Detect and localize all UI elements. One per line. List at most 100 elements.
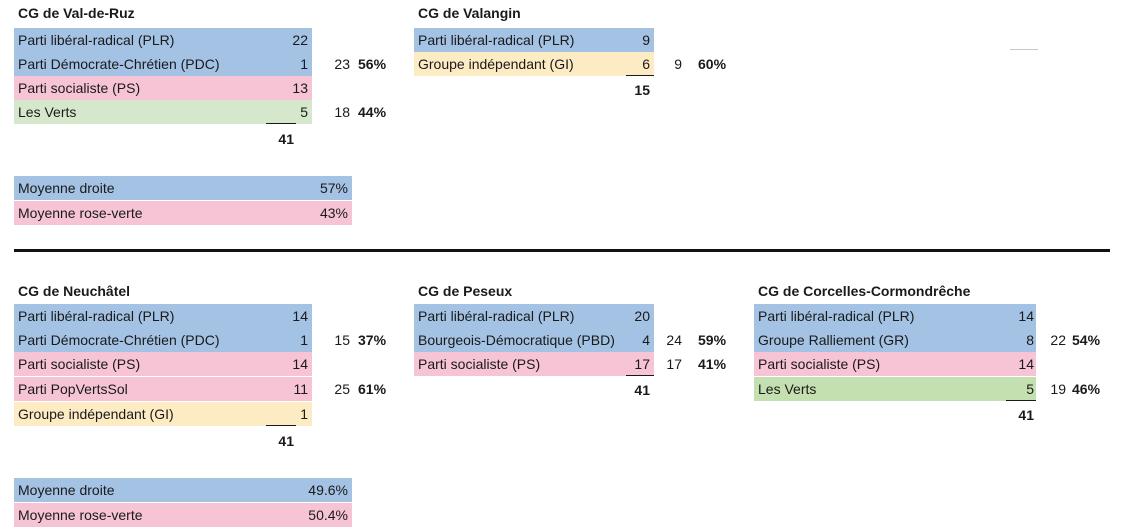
party-name: Parti socialiste (PS) [754,352,1036,376]
party-name: Parti Démocrate-Chrétien (PDC) [14,328,312,352]
seat-count: 14 [292,308,308,324]
average-right-row: Moyenne droite 57% [14,176,352,200]
party-name: Bourgeois-Démocratique (PBD) [414,328,636,352]
table-row: Parti libéral-radical (PLR) 9 [414,28,654,52]
party-name: Groupe indépendant (GI) [14,402,312,426]
group-percent: 46% [1072,381,1101,397]
group-sum: 25 [334,381,350,397]
party-name: Les Verts [754,377,1036,401]
seat-count: 22 [292,32,308,48]
sum-underline [1006,400,1036,401]
council-title: CG de Corcelles-Cormondrêche [758,283,971,299]
average-right-row: Moyenne droite 49.6% [14,478,352,502]
cell-fill [636,328,654,352]
seat-count: 5 [1026,381,1034,397]
average-right-label: Moyenne droite [18,180,115,196]
group-percent: 44% [358,104,387,120]
table-row: Parti socialiste (PS) 14 [754,352,1036,376]
group-percent: 41% [698,356,727,372]
sum-underline [266,425,296,426]
party-name: Parti libéral-radical (PLR) [14,28,312,52]
average-left-label: Moyenne rose-verte [18,205,143,221]
party-name: Parti libéral-radical (PLR) [414,304,654,328]
seat-count: 14 [292,356,308,372]
seat-count: 11 [293,381,308,397]
seat-count: 17 [634,356,650,372]
seat-count: 1 [300,332,308,348]
party-name: Parti socialiste (PS) [414,352,654,376]
seat-total: 15 [634,82,650,98]
seat-count: 1 [300,406,308,422]
seat-count: 4 [642,332,650,348]
average-right-label: Moyenne droite [18,482,115,498]
table-row: Parti libéral-radical (PLR) 14 [754,304,1036,328]
sum-underline [626,375,654,376]
table-row: Parti Démocrate-Chrétien (PDC) 1 15 37% [14,328,414,352]
table-row: Parti Démocrate-Chrétien (PDC) 1 23 56% [14,52,414,76]
group-percent: 59% [698,332,727,348]
seat-total: 41 [278,131,294,147]
table-row: Parti libéral-radical (PLR) 22 [14,28,314,52]
table-row: Parti socialiste (PS) 17 17 41% [414,352,754,376]
table-row: Les Verts 5 18 44% [14,100,414,124]
group-percent: 37% [358,332,387,348]
group-sum: 17 [666,356,682,372]
party-name: Parti libéral-radical (PLR) [414,28,654,52]
party-name: Parti libéral-radical (PLR) [14,304,312,328]
average-right-value: 57% [319,180,348,196]
table-row: Parti libéral-radical (PLR) 14 [14,304,314,328]
table-row: Parti socialiste (PS) 14 [14,352,314,376]
group-sum: 18 [334,104,350,120]
average-right-value: 49.6% [308,482,348,498]
group-sum: 15 [334,332,350,348]
seat-count: 5 [300,104,308,120]
group-sum: 24 [666,332,682,348]
average-left-label: Moyenne rose-verte [18,507,143,523]
party-name: Parti Démocrate-Chrétien (PDC) [14,52,312,76]
table-row: Les Verts 5 19 46% [754,377,1114,401]
seat-count: 8 [1026,332,1034,348]
average-left-row: Moyenne rose-verte 50.4% [14,503,352,527]
sum-underline [626,75,654,76]
council-title: CG de Neuchâtel [18,283,131,299]
table-row: Groupe indépendant (GI) 1 [14,402,314,426]
average-left-value: 50.4% [308,507,348,523]
table-row: Groupe indépendant (GI) 6 9 60% [414,52,754,76]
average-left-value: 43% [319,205,348,221]
sum-underline [266,123,296,124]
group-sum: 23 [334,56,350,72]
section-divider [14,249,1110,252]
seat-count: 14 [1018,308,1034,324]
group-percent: 54% [1072,332,1101,348]
seat-count: 9 [642,32,650,48]
seat-total: 41 [634,382,650,398]
seat-count: 14 [1018,356,1034,372]
table-row: Bourgeois-Démocratique (PBD) 4 24 59% [414,328,754,352]
group-sum: 19 [1050,381,1066,397]
council-title: CG de Peseux [418,283,513,299]
group-sum: 22 [1050,332,1066,348]
party-name: Les Verts [14,100,312,124]
party-name: Groupe indépendant (GI) [414,52,654,76]
seat-total: 41 [278,433,294,449]
council-title: CG de Valangin [418,5,521,21]
party-name: Parti libéral-radical (PLR) [754,304,1036,328]
group-percent: 60% [698,56,727,72]
seat-total: 41 [1018,407,1034,423]
table-row: Parti libéral-radical (PLR) 20 [414,304,654,328]
council-title: CG de Val-de-Ruz [18,5,135,21]
group-percent: 61% [358,381,387,397]
table-row: Parti socialiste (PS) 13 [14,76,314,100]
seat-count: 13 [292,80,308,96]
party-name: Parti socialiste (PS) [14,352,312,376]
table-row: Parti PopVertsSol 11 25 61% [14,377,414,401]
average-left-row: Moyenne rose-verte 43% [14,201,352,225]
seat-count: 1 [300,56,308,72]
party-name: Groupe Ralliement (GR) [754,328,1036,352]
party-name: Parti socialiste (PS) [14,76,312,100]
party-name: Parti PopVertsSol [14,377,312,401]
group-sum: 9 [674,56,682,72]
group-percent: 56% [358,56,387,72]
table-row: Groupe Ralliement (GR) 8 22 54% [754,328,1114,352]
stray-line [1010,49,1038,50]
